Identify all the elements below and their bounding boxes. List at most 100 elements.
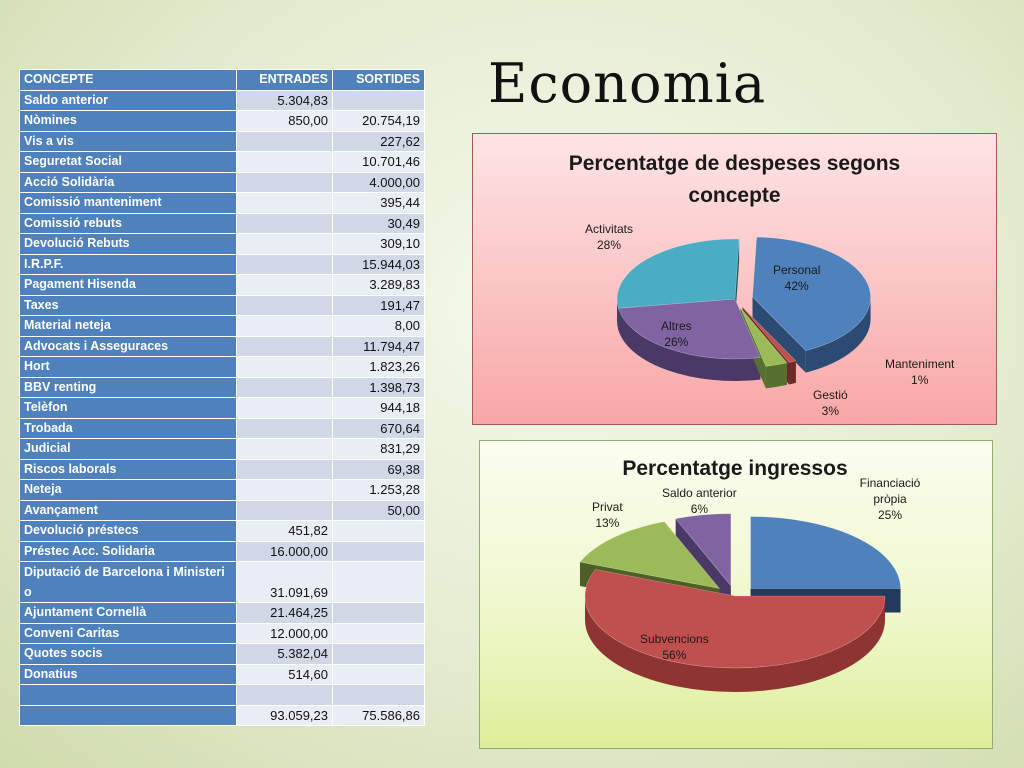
entrades-cell: 514,60 — [236, 663, 333, 685]
sortides-cell: 10.701,46 — [332, 151, 425, 173]
table-row: Comissió rebuts 30,49 — [19, 212, 425, 234]
sortides-cell: 227,62 — [332, 130, 425, 152]
pie-slice-rim — [618, 308, 761, 381]
concept-cell — [19, 684, 237, 706]
sortides-cell — [332, 540, 425, 562]
concept-cell: Pagament Hisenda — [19, 274, 237, 296]
table-row: Judicial 831,29 — [19, 438, 425, 460]
concept-cell: Comissió manteniment — [19, 192, 237, 214]
table-row: Telèfon 944,18 — [19, 397, 425, 419]
table-row: Conveni Caritas 12.000,00 — [19, 622, 425, 644]
table-row: Seguretat Social 10.701,46 — [19, 151, 425, 173]
table-header-row: CONCEPTE ENTRADES SORTIDES — [19, 69, 425, 91]
data-label-percent: 28% — [596, 238, 622, 252]
entrades-cell: 5.304,83 — [236, 89, 333, 111]
entrades-cell — [236, 684, 333, 706]
concept-cell: Nòmines — [19, 110, 237, 132]
sortides-cell: 4.000,00 — [332, 171, 425, 193]
data-label-name: Altres — [661, 319, 692, 333]
data-label-percent: 6% — [690, 502, 709, 516]
table-row: Taxes 191,47 — [19, 294, 425, 316]
table-row: Advocats i Asseguraces 11.794,47 — [19, 335, 425, 357]
data-label-subvencions: Subvencions 56% — [640, 631, 709, 663]
data-label-percent: 26% — [664, 335, 689, 349]
data-label-name: Privat — [592, 500, 623, 514]
entrades-cell — [236, 397, 333, 419]
sortides-cell: 30,49 — [332, 212, 425, 234]
table-row — [19, 684, 425, 706]
sortides-cell: 11.794,47 — [332, 335, 425, 357]
entrades-cell: 850,00 — [236, 110, 333, 132]
data-label-name: Gestió — [813, 388, 848, 402]
concept-cell: Advocats i Asseguraces — [19, 335, 237, 357]
entrades-cell — [236, 499, 333, 521]
table-row: Diputació de Barcelona i Ministeri o 31.0… — [19, 561, 425, 603]
sortides-cell — [332, 643, 425, 665]
entrades-cell — [236, 479, 333, 501]
table-row: Nòmines 850,00 20.754,19 — [19, 110, 425, 132]
entrades-cell: 451,82 — [236, 520, 333, 542]
data-label-percent: 56% — [662, 648, 687, 662]
data-label-altres: Altres 26% — [661, 318, 692, 350]
pie-slice-saldo-anterior — [675, 513, 732, 587]
concept-cell: Devolució préstecs — [19, 520, 237, 542]
sortides-cell: 69,38 — [332, 458, 425, 480]
pie-slice-wall — [752, 297, 806, 373]
sortides-cell: 50,00 — [332, 499, 425, 521]
concept-cell: Acció Solidària — [19, 171, 237, 193]
table-row: Ajuntament Cornellà 21.464,25 — [19, 602, 425, 624]
entrades-cell: 31.091,69 — [236, 561, 333, 603]
data-label-name: Subvencions — [640, 632, 709, 646]
header-concepte: CONCEPTE — [19, 69, 237, 91]
sortides-cell: 1.253,28 — [332, 479, 425, 501]
concept-cell: Saldo anterior — [19, 89, 237, 111]
entrades-cell — [236, 171, 333, 193]
data-label-name: Manteniment — [885, 357, 955, 371]
concept-cell: Ajuntament Cornellà — [19, 602, 237, 624]
economy-table: CONCEPTE ENTRADES SORTIDES Saldo anterio… — [19, 69, 425, 726]
table-row: I.R.P.F. 15.944,03 — [19, 253, 425, 275]
data-label-name: Financiació pròpia — [859, 476, 921, 506]
concept-cell: Trobada — [19, 417, 237, 439]
table-body: Saldo anterior 5.304,83 Nòmines 850,00 20.75… — [19, 89, 425, 726]
entrades-cell — [236, 212, 333, 234]
entrades-cell — [236, 151, 333, 173]
table-row: Neteja 1.253,28 — [19, 479, 425, 501]
sortides-cell: 1.398,73 — [332, 376, 425, 398]
sortides-cell: 944,18 — [332, 397, 425, 419]
pie-slice-personal — [752, 236, 871, 351]
data-label-saldo-anterior: Saldo anterior 6% — [662, 485, 737, 517]
entrades-cell: 93.059,23 — [236, 704, 333, 726]
pie-slice-privat — [579, 521, 721, 589]
table-row: Material neteja 8,00 — [19, 315, 425, 337]
table-row: 93.059,23 75.586,86 — [19, 704, 425, 726]
pie-slice-rim — [789, 360, 796, 385]
table-row: Quotes socis 5.382,04 — [19, 643, 425, 665]
sortides-cell: 3.289,83 — [332, 274, 425, 296]
data-label-name: Personal — [773, 263, 821, 277]
table-row: Devolució préstecs 451,82 — [19, 520, 425, 542]
sortides-cell — [332, 684, 425, 706]
entrades-cell — [236, 233, 333, 255]
sortides-cell: 191,47 — [332, 294, 425, 316]
data-label-gesti-: Gestió 3% — [813, 387, 848, 419]
pie-slice-subvencions — [584, 569, 886, 669]
sortides-cell: 1.823,26 — [332, 356, 425, 378]
concept-cell: Neteja — [19, 479, 237, 501]
income-chart: Percentatge ingressos Financiació pròpia… — [479, 440, 993, 749]
sortides-cell: 15.944,03 — [332, 253, 425, 275]
table-row: Devolució Rebuts 309,10 — [19, 233, 425, 255]
expenses-chart-title: Percentatge de despeses segons concepte — [568, 152, 901, 207]
entrades-cell — [236, 315, 333, 337]
concept-cell: Quotes socis — [19, 643, 237, 665]
income-chart-title: Percentatge ingressos — [622, 457, 848, 480]
pie-slice-financiaci-pr-pia — [750, 516, 901, 589]
table-row: Avançament 50,00 — [19, 499, 425, 521]
concept-cell: Diputació de Barcelona i Ministeri o — [19, 561, 237, 603]
pie-slice-rim — [805, 297, 871, 373]
pie-slice-rim — [765, 362, 787, 389]
entrades-cell — [236, 130, 333, 152]
pie-slice-rim — [617, 299, 619, 331]
concept-cell: Taxes — [19, 294, 237, 316]
entrades-cell: 16.000,00 — [236, 540, 333, 562]
